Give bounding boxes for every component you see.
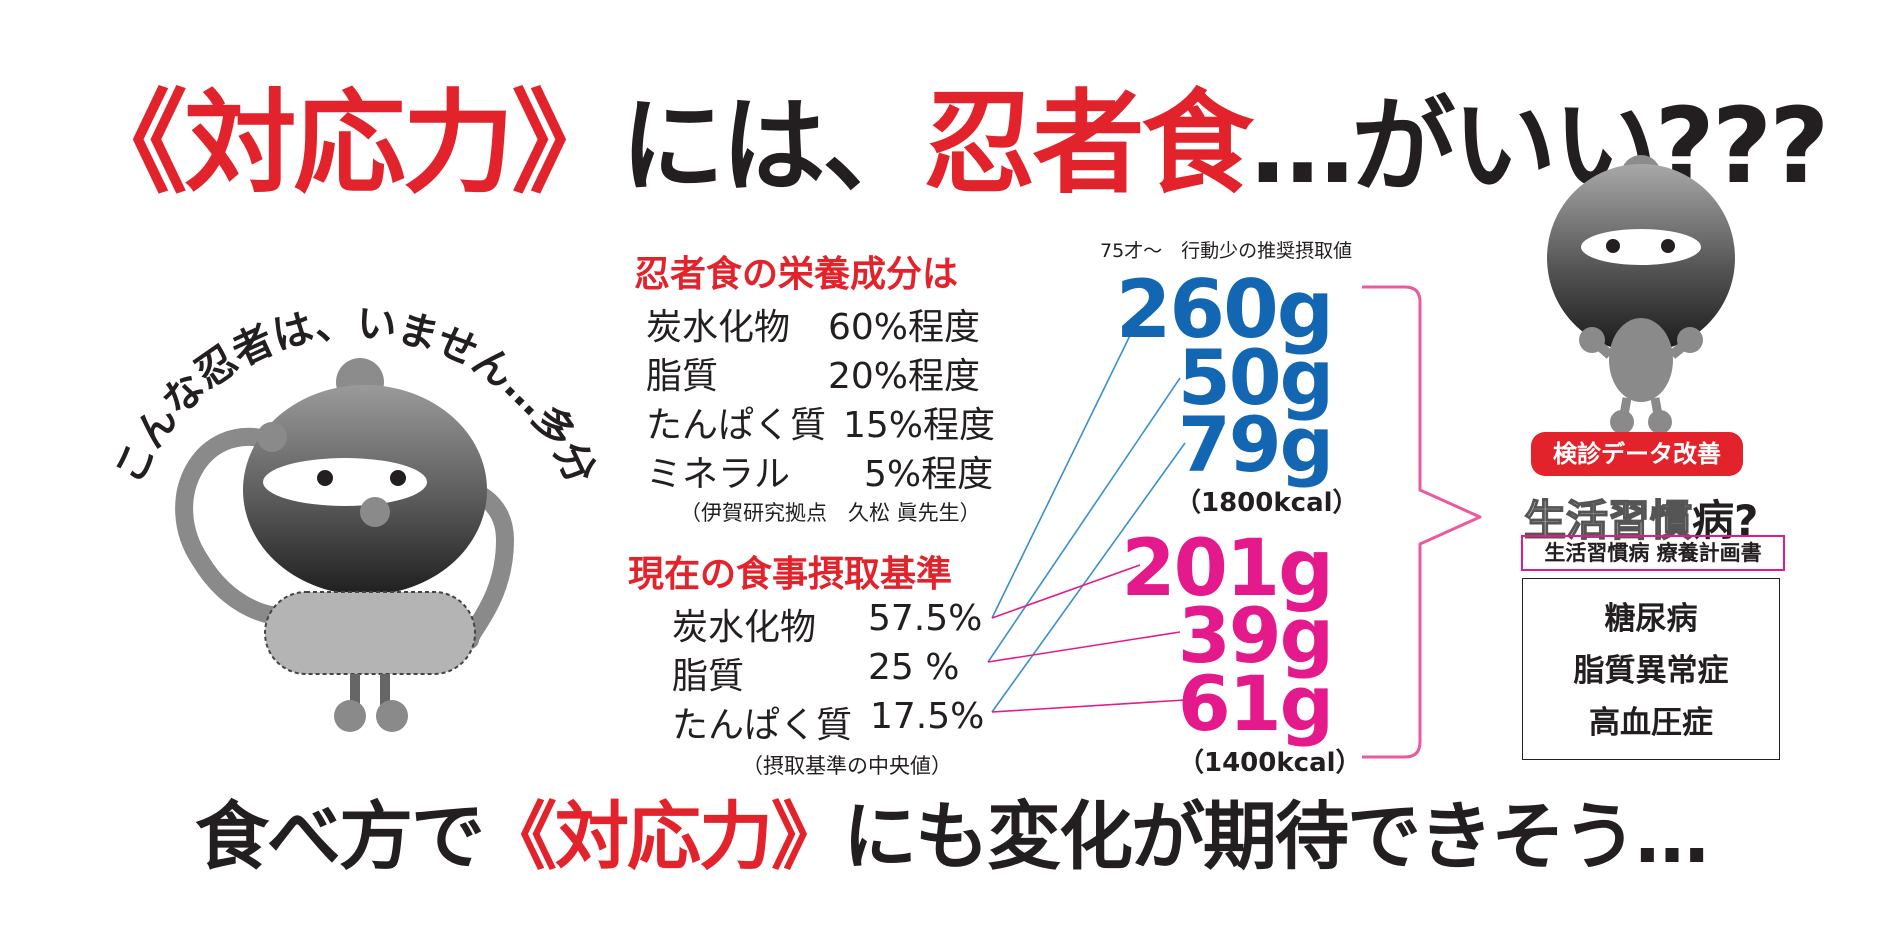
right-ninja-hand-left [1579,327,1605,353]
left-ninja-hand-left [257,422,287,452]
blue-value-fat: 50g [1177,333,1334,422]
pink-line-protein [991,699,1186,713]
disease-item: 糖尿病 [1604,601,1698,637]
blue-connector-lines [987,314,1186,713]
standard-row-carb: 炭水化物 57.5% [672,598,992,648]
standard-row-value: 25 % [868,647,960,688]
left-ninja-foot-left [334,700,366,732]
right-ninja-body [1609,318,1673,402]
standard-row-label: 脂質 [672,656,745,697]
standard-row-protein: たんぱく質 17.5% [672,696,992,746]
blue-line-carb [991,314,1141,619]
ninja-row-value: 5%程度 [864,454,994,495]
standard-row-label: 炭水化物 [672,607,817,648]
standard-row-value: 57.5% [868,598,983,639]
disease-item: 高血圧症 [1589,705,1713,741]
right-ninja-hand-right [1677,327,1703,353]
pink-connector-lines [987,564,1186,713]
blue-line-protein [991,442,1186,713]
ninja-nutrition-title: 忍者食の栄養成分は [634,254,959,295]
headline: 《対応力》には、忍者食…がいい??? [0,88,1902,200]
headline-taiouryoku: 《対応力》 [75,79,623,209]
headline-ninjashoku: 忍者食 [923,79,1254,209]
standard-row-value: 17.5% [870,696,985,737]
right-ninja [1547,155,1735,434]
disease-item: 脂質異常症 [1573,653,1729,689]
right-ninja-foot-left [1610,410,1634,434]
left-ninja [175,358,515,732]
footer-part3: にも変化が期待できそう… [843,794,1709,880]
recommended-caption: 75才～ 行動少の推奨摂取値 [1100,240,1353,262]
disease-list-box: 糖尿病 脂質異常症 高血圧症 [1522,578,1780,760]
ninja-row-fat: 脂質 20%程度 [646,347,986,397]
ninja-row-label: たんぱく質 [646,405,827,446]
standard-row-fat: 脂質 25 % [672,647,992,697]
ninja-row-mineral: ミネラル 5%程度 [646,445,993,495]
pink-value-protein: 61g [1177,659,1334,748]
footer-line: 食べ方で《対応力》にも変化が期待できそう… [0,800,1902,874]
left-ninja-arm-left [175,427,299,626]
current-standard-title: 現在の食事摂取基準 [628,554,953,595]
treatment-plan-label: 生活習慣病 療養計画書 [1521,535,1785,571]
left-ninja-hand-right [360,497,390,527]
ninja-row-label: 炭水化物 [646,307,791,348]
pink-bracket [1362,285,1482,759]
pink-line-fat [987,631,1181,663]
right-ninja-eye-left [1606,239,1620,253]
ninja-row-value: 15%程度 [843,405,996,446]
headline-niwa: には、 [620,85,926,207]
pink-value-fat: 39g [1177,591,1334,680]
left-ninja-body [264,591,476,675]
blue-line-fat [987,377,1181,663]
lifestyle-outline-text: 生活習慣 [1523,495,1693,546]
blue-value-carb: 260g [1115,263,1334,356]
headline-gaii: …がいい??? [1250,85,1830,207]
ninja-row-value: 60%程度 [828,307,981,348]
footer-taiouryoku: 《対応力》 [483,794,845,880]
pink-value-carb: 201g [1121,524,1334,614]
blue-kcal: （1800kcal） [1175,488,1359,518]
right-ninja-eye-right [1661,239,1675,253]
ninja-row-carb: 炭水化物 60%程度 [646,298,986,348]
ninja-nutrition-source: （伊賀研究拠点 久松 眞先生） [680,501,981,525]
right-ninja-foot-right [1648,410,1672,434]
left-ninja-eye-right [390,470,406,486]
standard-row-label: たんぱく質 [672,705,853,746]
ninja-row-protein: たんぱく質 15%程度 [646,396,995,446]
footer-part1: 食べ方で [195,794,485,880]
current-standard-note: （摂取基準の中央値） [742,754,952,778]
pink-line-carb [991,564,1141,619]
left-ninja-eye-band [263,458,427,506]
pink-kcal: （1400kcal） [1178,748,1362,778]
left-ninja-eye-left [317,470,333,486]
blue-value-protein: 79g [1177,400,1334,489]
ninja-row-value: 20%程度 [828,356,981,397]
left-ninja-foot-right [376,700,408,732]
right-ninja-eye-band [1581,229,1701,265]
checkup-improvement-badge: 検診データ改善 [1531,432,1743,476]
ninja-row-label: ミネラル [646,454,791,495]
ninja-row-label: 脂質 [646,356,719,397]
